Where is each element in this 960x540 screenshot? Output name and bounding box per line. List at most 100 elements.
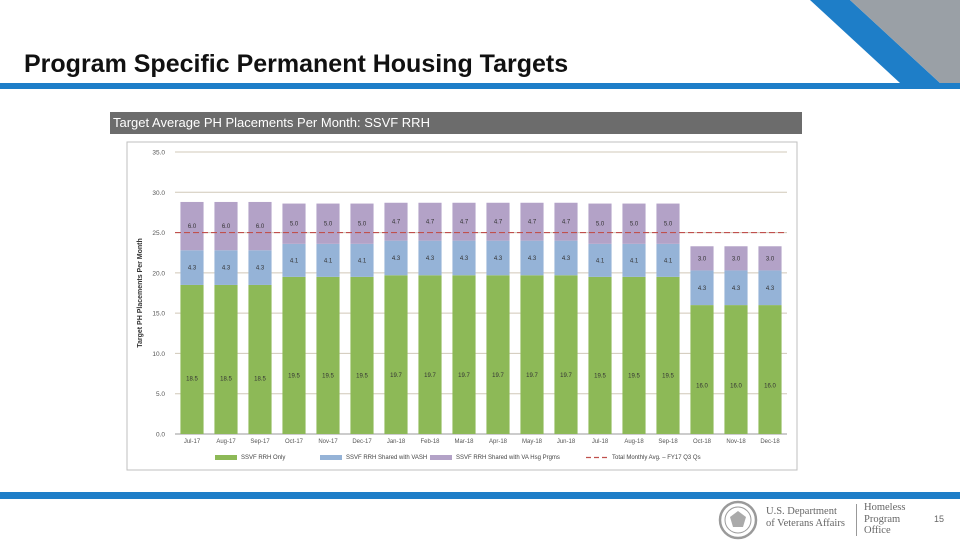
bar-segment: [656, 276, 680, 434]
bar-segment: [452, 240, 476, 276]
bar-segment: [418, 240, 442, 276]
bar-segment: [350, 243, 374, 277]
data-label: 5.0: [596, 222, 605, 228]
x-tick-label: Jul-18: [592, 439, 609, 445]
bar-segment: [384, 202, 408, 241]
data-label: 4.3: [188, 266, 197, 272]
data-label: 4.3: [766, 286, 775, 292]
bar-segment: [724, 246, 748, 271]
bar-segment: [520, 240, 544, 276]
bar-segment: [418, 275, 442, 434]
data-label: 4.3: [426, 256, 435, 262]
bar-segment: [690, 246, 714, 271]
footer-rule: [0, 492, 960, 499]
y-tick-label: 30.0: [152, 190, 165, 197]
office-name: Homeless Program Office: [864, 502, 905, 537]
x-tick-label: Oct-17: [285, 439, 304, 445]
data-label: 4.1: [324, 258, 333, 264]
data-label: 4.7: [528, 220, 537, 226]
data-label: 19.5: [356, 373, 368, 379]
data-label: 4.7: [392, 220, 401, 226]
data-label: 18.5: [254, 376, 266, 382]
data-label: 5.0: [358, 222, 367, 228]
bar-segment: [724, 270, 748, 306]
y-tick-label: 5.0: [156, 391, 165, 398]
logo-divider: [856, 504, 857, 536]
data-label: 19.7: [560, 373, 572, 379]
bar-segment: [758, 305, 782, 434]
data-label: 4.1: [630, 258, 639, 264]
legend-label: SSVF RRH Only: [241, 455, 285, 461]
x-tick-label: May-18: [522, 439, 543, 445]
bar-segment: [214, 284, 238, 434]
data-label: 4.7: [426, 220, 435, 226]
bar-segment: [248, 250, 272, 285]
bar-segment: [384, 275, 408, 434]
bar-segment: [520, 202, 544, 241]
bar-segment: [282, 243, 306, 277]
data-label: 3.0: [766, 256, 775, 262]
x-tick-label: Jun-18: [557, 439, 576, 445]
data-label: 4.3: [392, 256, 401, 262]
data-label: 4.3: [494, 256, 503, 262]
bar-segment: [554, 202, 578, 241]
bar-segment: [180, 250, 204, 285]
x-tick-label: Nov-17: [318, 439, 338, 445]
bar-segment: [588, 243, 612, 277]
corner-decoration: [810, 0, 960, 83]
x-tick-label: Dec-17: [352, 439, 372, 445]
data-label: 5.0: [290, 222, 299, 228]
bar-segment: [486, 275, 510, 434]
x-tick-label: Sep-18: [658, 439, 678, 445]
bar-segment: [656, 243, 680, 277]
data-label: 4.1: [664, 258, 673, 264]
x-tick-label: Mar-18: [454, 439, 474, 445]
bar-segment: [350, 276, 374, 434]
data-label: 4.3: [256, 266, 265, 272]
bar-segment: [622, 243, 646, 277]
stacked-bar-chart: Target PH Placements Per Month 18.5 4.3 6.…: [126, 141, 798, 471]
data-label: 19.5: [628, 373, 640, 379]
data-label: 5.0: [324, 222, 333, 228]
y-tick-label: 20.0: [152, 270, 165, 277]
data-label: 6.0: [256, 224, 265, 230]
data-label: 4.7: [562, 220, 571, 226]
legend-swatch: [430, 455, 452, 460]
x-tick-label: Nov-18: [726, 439, 746, 445]
bar-segment: [724, 305, 748, 434]
chart-panel: Target Average PH Placements Per Month: …: [110, 112, 802, 474]
bar-segment: [452, 275, 476, 434]
office-line-2: Program: [864, 513, 901, 525]
bar-segment: [384, 240, 408, 276]
data-label: 16.0: [696, 384, 708, 390]
bar-segment: [282, 276, 306, 434]
y-tick-label: 10.0: [152, 351, 165, 358]
office-line-3: Office: [864, 525, 891, 536]
data-label: 4.1: [358, 258, 367, 264]
data-label: 4.3: [698, 286, 707, 292]
x-tick-label: Aug-18: [624, 439, 644, 445]
data-label: 4.1: [596, 258, 605, 264]
x-tick-label: Dec-18: [760, 439, 780, 445]
data-label: 3.0: [698, 256, 707, 262]
data-label: 19.7: [390, 373, 402, 379]
bar-segment: [486, 202, 510, 241]
bar-segment: [180, 201, 204, 251]
data-label: 16.0: [730, 384, 742, 390]
y-axis-label: Target PH Placements Per Month: [137, 238, 144, 348]
bar-segment: [486, 240, 510, 276]
bar-segment: [622, 276, 646, 434]
bar-segment: [554, 275, 578, 434]
data-label: 19.7: [424, 373, 436, 379]
data-label: 4.3: [460, 256, 469, 262]
bar-segment: [758, 246, 782, 271]
bar-segment: [418, 202, 442, 241]
y-tick-label: 15.0: [152, 311, 165, 318]
legend-label: SSVF RRH Shared with VASH: [346, 455, 427, 461]
data-label: 6.0: [188, 224, 197, 230]
y-tick-label: 25.0: [152, 230, 165, 237]
data-label: 4.7: [494, 220, 503, 226]
data-label: 19.7: [492, 373, 504, 379]
data-label: 4.3: [732, 286, 741, 292]
data-label: 19.5: [288, 373, 300, 379]
